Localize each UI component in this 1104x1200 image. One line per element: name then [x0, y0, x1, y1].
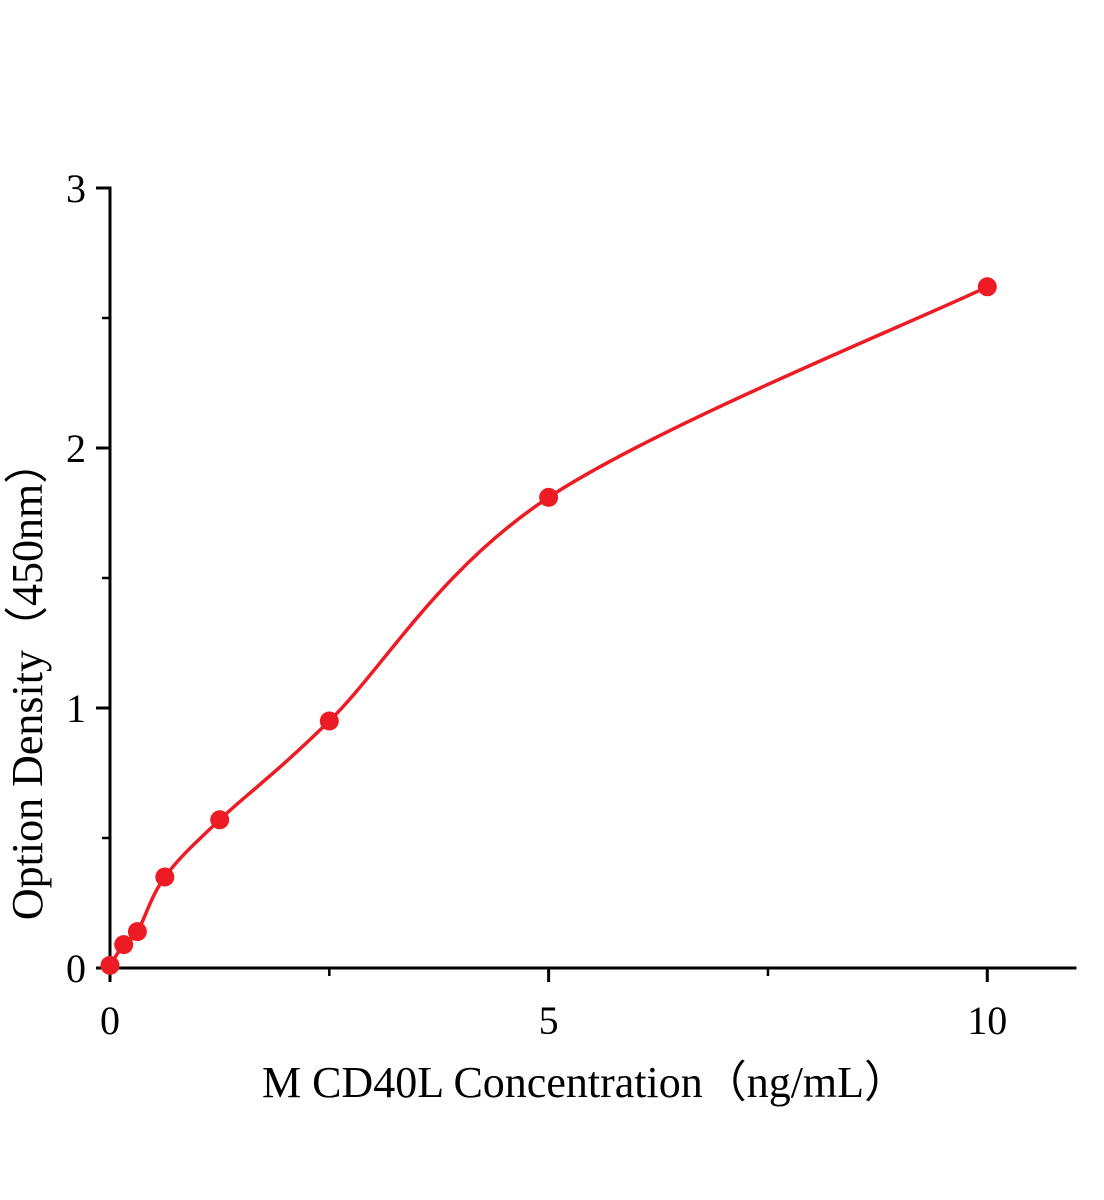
- x-tick-label: 0: [100, 998, 120, 1043]
- data-point: [539, 487, 559, 507]
- data-point: [100, 955, 120, 975]
- y-tick-label: 2: [66, 426, 86, 471]
- data-point: [977, 277, 997, 297]
- y-axis-title: Option Density（450nm）: [3, 440, 52, 920]
- data-point: [210, 810, 230, 830]
- y-tick-label: 1: [66, 686, 86, 731]
- data-point: [127, 922, 147, 942]
- x-tick-label: 5: [539, 998, 559, 1043]
- x-tick-label: 10: [967, 998, 1007, 1043]
- fit-curve: [108, 285, 990, 968]
- plot-area: 0 5 10 0 1 2 3: [66, 166, 1077, 1043]
- x-axis-title: M CD40L Concentration（ng/mL）: [262, 1058, 908, 1107]
- data-point: [319, 711, 339, 731]
- y-tick-label: 0: [66, 946, 86, 991]
- data-point: [114, 935, 134, 955]
- data-point: [155, 867, 175, 887]
- y-tick-label: 3: [66, 166, 86, 211]
